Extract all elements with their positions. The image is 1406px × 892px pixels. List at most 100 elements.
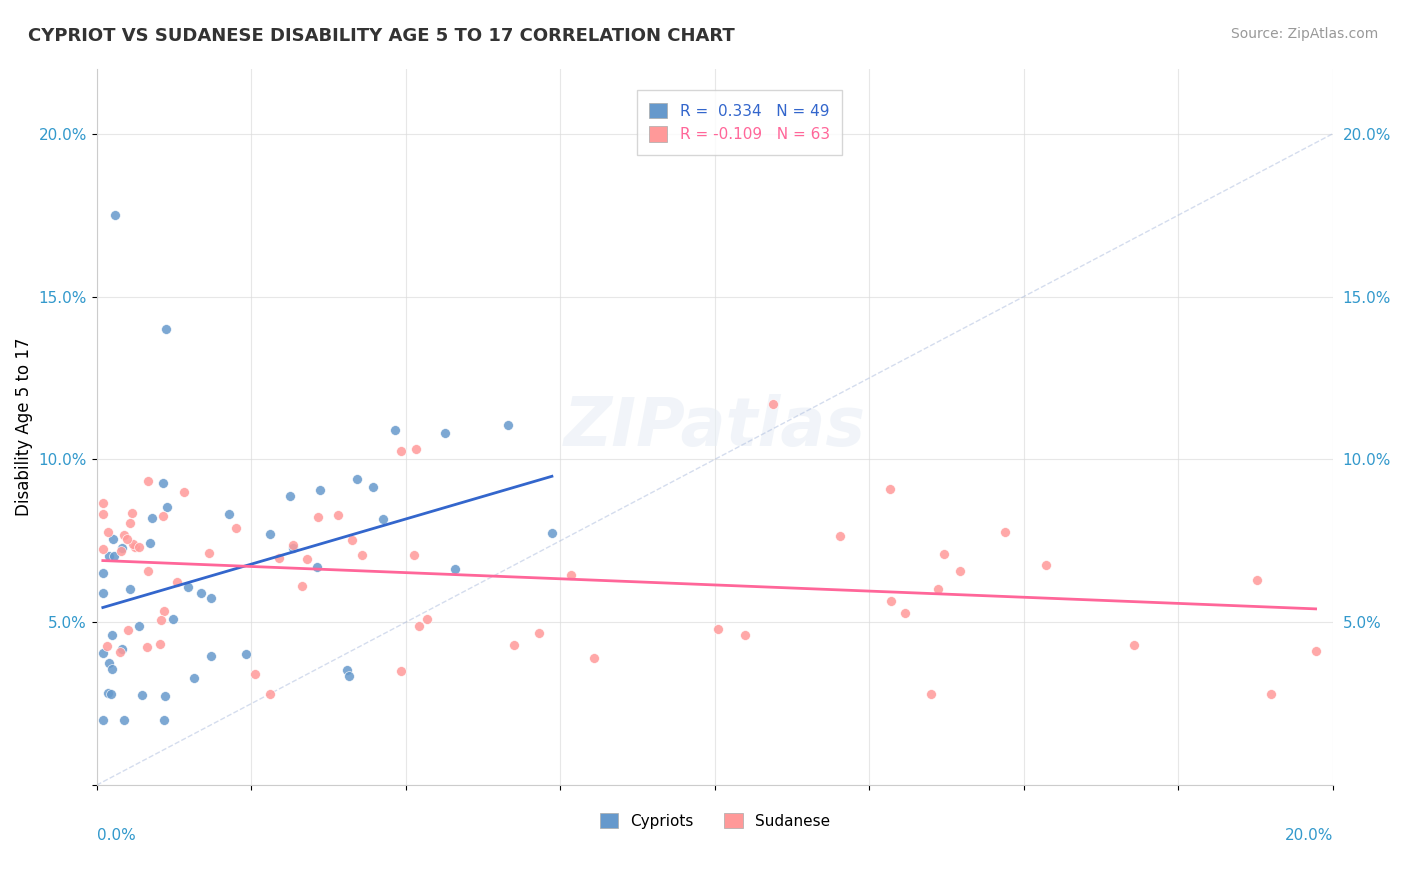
Point xyxy=(91,541,114,556)
Point xyxy=(183,671,205,685)
Point xyxy=(198,546,221,560)
Point xyxy=(166,574,188,589)
Point xyxy=(128,618,150,632)
Point xyxy=(402,548,425,562)
Point xyxy=(934,547,956,561)
Point xyxy=(880,593,903,607)
Point xyxy=(894,606,917,620)
Y-axis label: Disability Age 5 to 17: Disability Age 5 to 17 xyxy=(15,337,32,516)
Point xyxy=(283,538,305,552)
Point xyxy=(879,482,901,496)
Point xyxy=(91,713,114,727)
Point xyxy=(135,640,157,655)
Point xyxy=(100,687,122,701)
Point xyxy=(582,650,605,665)
Point xyxy=(361,480,384,494)
Point xyxy=(173,485,195,500)
Point xyxy=(218,507,240,521)
Point xyxy=(1123,638,1146,652)
Point xyxy=(994,524,1017,539)
Point xyxy=(734,628,756,642)
Point xyxy=(91,508,114,522)
Point xyxy=(115,533,138,547)
Point xyxy=(141,511,163,525)
Point xyxy=(235,647,257,661)
Point xyxy=(100,628,122,642)
Point xyxy=(416,612,439,626)
Point xyxy=(104,208,127,222)
Point xyxy=(373,512,395,526)
Point xyxy=(503,638,526,652)
Point xyxy=(927,582,949,597)
Point xyxy=(307,560,329,574)
Point xyxy=(278,489,301,503)
Point xyxy=(408,619,430,633)
Point xyxy=(124,540,146,554)
Point xyxy=(342,533,364,547)
Point xyxy=(156,500,179,515)
Point xyxy=(200,591,222,605)
Text: ZIPatlas: ZIPatlas xyxy=(564,393,866,459)
Point xyxy=(108,645,131,659)
Point xyxy=(307,509,329,524)
Point xyxy=(97,524,120,539)
Point xyxy=(243,666,266,681)
Point xyxy=(153,689,176,703)
Point xyxy=(149,638,172,652)
Point xyxy=(152,475,174,490)
Point xyxy=(828,529,851,543)
Point xyxy=(190,585,212,599)
Point xyxy=(155,322,177,336)
Point xyxy=(111,541,134,555)
Point xyxy=(706,622,728,636)
Point xyxy=(762,396,785,410)
Point xyxy=(309,483,332,497)
Point xyxy=(1260,687,1282,701)
Point xyxy=(269,550,291,565)
Point xyxy=(91,586,114,600)
Point xyxy=(1305,644,1327,658)
Point xyxy=(118,516,141,531)
Point xyxy=(96,639,118,653)
Point xyxy=(225,521,247,535)
Point xyxy=(352,548,374,562)
Point xyxy=(541,526,564,541)
Point xyxy=(153,604,176,618)
Point xyxy=(326,508,349,522)
Point xyxy=(434,426,457,441)
Point xyxy=(496,418,519,433)
Point xyxy=(384,423,406,437)
Legend: Cypriots, Sudanese: Cypriots, Sudanese xyxy=(593,806,837,835)
Point xyxy=(128,541,150,555)
Point xyxy=(1246,574,1268,588)
Point xyxy=(389,443,412,458)
Point xyxy=(121,506,143,520)
Point xyxy=(949,564,972,578)
Point xyxy=(97,686,120,700)
Point xyxy=(346,472,368,486)
Point xyxy=(117,623,139,637)
Point xyxy=(259,687,281,701)
Point xyxy=(295,551,318,566)
Point xyxy=(153,713,176,727)
Text: 0.0%: 0.0% xyxy=(97,828,135,843)
Point xyxy=(291,579,314,593)
Point xyxy=(131,688,153,702)
Text: 20.0%: 20.0% xyxy=(1285,828,1333,843)
Point xyxy=(111,642,134,657)
Point xyxy=(136,565,159,579)
Point xyxy=(162,612,184,626)
Point xyxy=(920,687,942,701)
Point xyxy=(259,527,281,541)
Point xyxy=(152,508,174,523)
Point xyxy=(527,626,550,640)
Point xyxy=(91,566,114,581)
Point xyxy=(110,544,132,558)
Point xyxy=(98,549,121,563)
Text: Source: ZipAtlas.com: Source: ZipAtlas.com xyxy=(1230,27,1378,41)
Point xyxy=(120,582,142,597)
Point xyxy=(405,442,427,456)
Point xyxy=(101,532,124,546)
Text: CYPRIOT VS SUDANESE DISABILITY AGE 5 TO 17 CORRELATION CHART: CYPRIOT VS SUDANESE DISABILITY AGE 5 TO … xyxy=(28,27,735,45)
Point xyxy=(150,613,173,627)
